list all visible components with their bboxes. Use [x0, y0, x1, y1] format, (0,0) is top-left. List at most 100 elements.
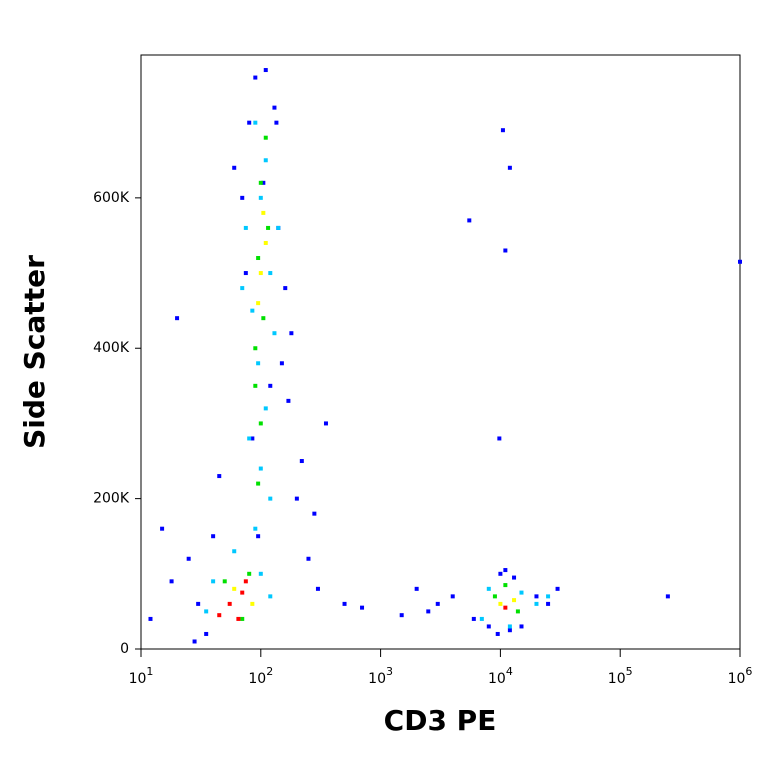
event-dot	[250, 308, 255, 313]
event-dot	[240, 195, 245, 200]
event-dot	[261, 316, 266, 321]
x-tick-exponent: 4	[506, 665, 513, 678]
event-dot	[503, 583, 508, 588]
x-tick-base: 10	[368, 671, 386, 687]
event-dot	[503, 248, 508, 253]
event-dot	[546, 601, 551, 606]
event-dot	[258, 571, 263, 576]
event-dot	[258, 466, 263, 471]
event-dot	[263, 240, 268, 245]
event-dot	[247, 571, 252, 576]
event-dot	[507, 628, 512, 633]
event-dot	[435, 601, 440, 606]
event-dot	[148, 616, 153, 621]
event-dot	[217, 474, 222, 479]
event-dot	[232, 586, 237, 591]
event-dot	[236, 616, 241, 621]
event-dot	[294, 496, 299, 501]
event-dot	[253, 120, 258, 125]
event-dot	[266, 225, 271, 230]
event-dot	[263, 406, 268, 411]
event-dot	[247, 120, 252, 125]
event-dot	[160, 526, 165, 531]
event-dot	[232, 165, 237, 170]
event-dot	[204, 609, 209, 614]
event-dot	[315, 586, 320, 591]
event-dot	[534, 594, 539, 599]
event-dot	[204, 631, 209, 636]
event-dot	[512, 575, 517, 580]
event-dot	[286, 398, 291, 403]
event-dot	[263, 135, 268, 140]
event-dot	[232, 549, 237, 554]
event-dot	[258, 271, 263, 276]
event-dot	[175, 316, 180, 321]
event-dot	[272, 331, 277, 336]
event-dot	[227, 601, 232, 606]
x-tick-label: 106	[728, 665, 753, 687]
event-dot	[211, 534, 216, 539]
event-dot	[426, 609, 431, 614]
event-dot	[261, 180, 266, 185]
event-dot	[256, 301, 261, 306]
event-dot	[261, 210, 266, 215]
event-dot	[258, 421, 263, 426]
event-dot	[323, 421, 328, 426]
event-dot	[253, 346, 258, 351]
event-dot	[503, 605, 508, 610]
x-tick-label: 102	[248, 665, 273, 687]
event-dot	[186, 556, 191, 561]
event-dot	[263, 158, 268, 163]
x-tick-label: 103	[368, 665, 393, 687]
y-tick-label: 0	[120, 641, 129, 657]
event-dot	[519, 624, 524, 629]
event-dot	[253, 383, 258, 388]
event-dot	[243, 579, 248, 584]
event-dot	[258, 195, 263, 200]
event-dot	[497, 436, 502, 441]
x-tick-label: 105	[608, 665, 633, 687]
x-tick-base: 10	[248, 671, 266, 687]
event-dot	[268, 383, 273, 388]
x-tick-base: 10	[129, 671, 147, 687]
x-tick-base: 10	[488, 671, 506, 687]
event-dot	[274, 120, 279, 125]
event-dot	[519, 590, 524, 595]
event-dot	[498, 601, 503, 606]
event-dot	[312, 511, 317, 516]
event-dot	[243, 271, 248, 276]
event-dot	[276, 225, 281, 230]
y-tick-label: 200K	[93, 491, 130, 507]
event-dot	[211, 579, 216, 584]
x-tick-label: 101	[129, 665, 154, 687]
event-dot	[256, 256, 261, 261]
event-dot	[268, 271, 273, 276]
event-dot	[250, 601, 255, 606]
event-dot	[342, 601, 347, 606]
event-dot	[665, 594, 670, 599]
x-tick-exponent: 6	[745, 665, 752, 678]
event-dot	[169, 579, 174, 584]
x-tick-label: 104	[488, 665, 513, 687]
event-dot	[299, 459, 304, 464]
event-dot	[555, 586, 560, 591]
event-dot	[250, 436, 255, 441]
event-dot	[467, 218, 472, 223]
event-dot	[240, 286, 245, 291]
event-dot	[399, 613, 404, 618]
x-tick-exponent: 1	[146, 665, 153, 678]
y-tick-label: 400K	[93, 340, 130, 356]
event-dot	[492, 594, 497, 599]
event-dot	[240, 590, 245, 595]
event-dot	[268, 496, 273, 501]
event-dot	[247, 436, 252, 441]
event-dot	[498, 571, 503, 576]
event-dot	[256, 534, 261, 539]
event-dot	[289, 331, 294, 336]
event-dot	[268, 594, 273, 599]
event-dot	[253, 526, 258, 531]
event-dot	[507, 165, 512, 170]
event-dot	[279, 361, 284, 366]
event-dot	[263, 68, 268, 73]
event-dot	[243, 225, 248, 230]
